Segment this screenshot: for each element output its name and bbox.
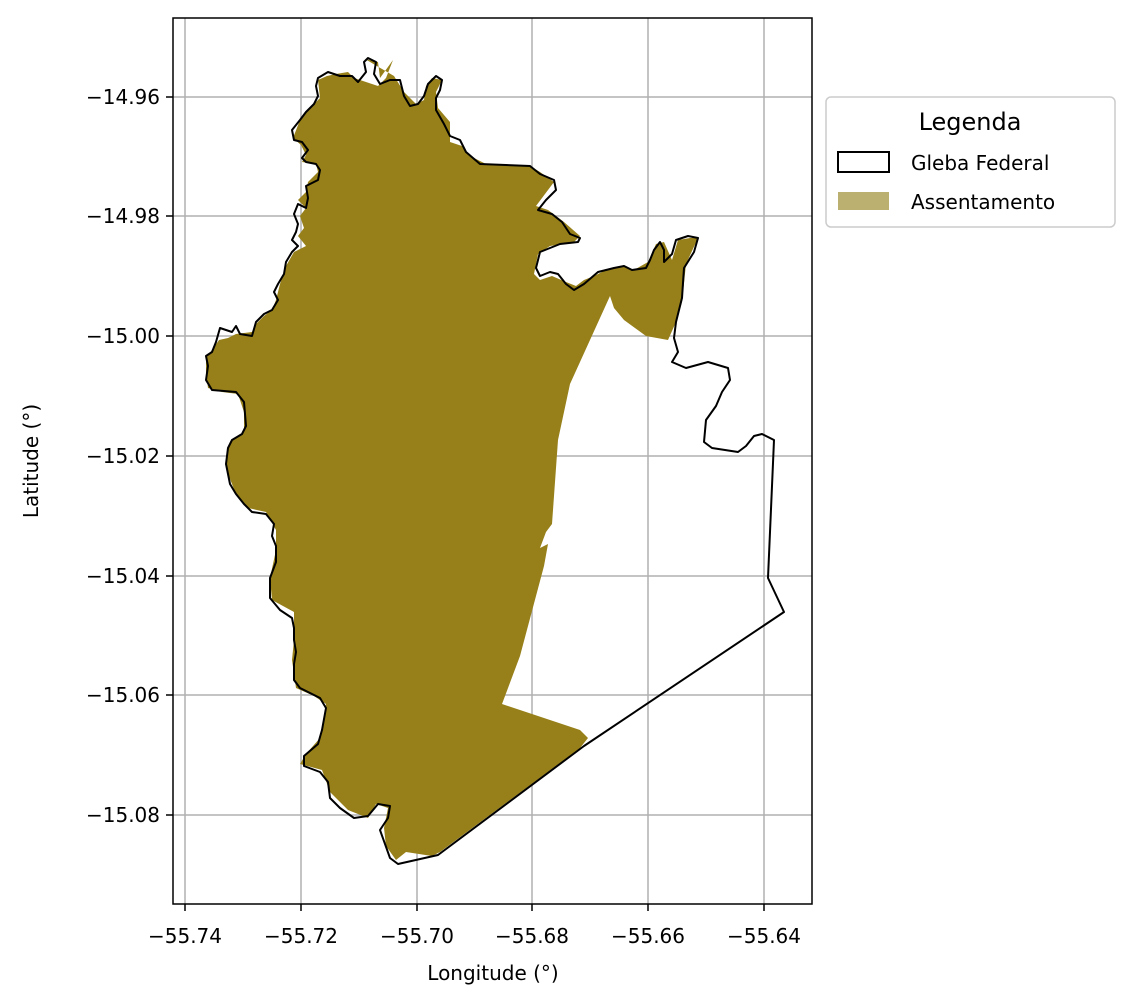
x-tick-label: −55.66 — [611, 924, 685, 948]
gleba-federal-outline — [205, 57, 785, 865]
x-axis-label: Longitude (°) — [427, 961, 558, 985]
y-tick-label: −15.02 — [86, 444, 160, 468]
legend: Legenda Gleba Federal Assentamento — [825, 96, 1116, 228]
x-tick-label: −55.64 — [727, 924, 801, 948]
y-tick-label: −14.96 — [86, 85, 160, 109]
y-axis: −14.96 −14.98 −15.00 −15.02 −15.04 −15.0… — [19, 85, 173, 827]
legend-label-gleba-federal: Gleba Federal — [911, 151, 1049, 175]
legend-label-assentamento: Assentamento — [911, 190, 1055, 214]
legend-title: Legenda — [919, 108, 1022, 136]
x-tick-label: −55.74 — [148, 924, 222, 948]
legend-swatch-assentamento — [838, 192, 889, 210]
x-tick-label: −55.72 — [264, 924, 338, 948]
y-tick-label: −15.04 — [86, 564, 160, 588]
x-tick-label: −55.68 — [495, 924, 569, 948]
y-tick-label: −15.06 — [86, 683, 160, 707]
y-tick-label: −15.00 — [86, 324, 160, 348]
x-axis: −55.74 −55.72 −55.70 −55.68 −55.66 −55.6… — [148, 904, 801, 985]
assentamento-polygon — [206, 59, 698, 860]
legend-box — [825, 96, 1116, 228]
y-tick-label: −15.08 — [86, 803, 160, 827]
axes-frame — [172, 17, 813, 905]
x-tick-label: −55.70 — [380, 924, 454, 948]
y-tick-label: −14.98 — [86, 204, 160, 228]
y-axis-label: Latitude (°) — [19, 404, 43, 518]
legend-swatch-gleba-federal — [837, 151, 890, 173]
